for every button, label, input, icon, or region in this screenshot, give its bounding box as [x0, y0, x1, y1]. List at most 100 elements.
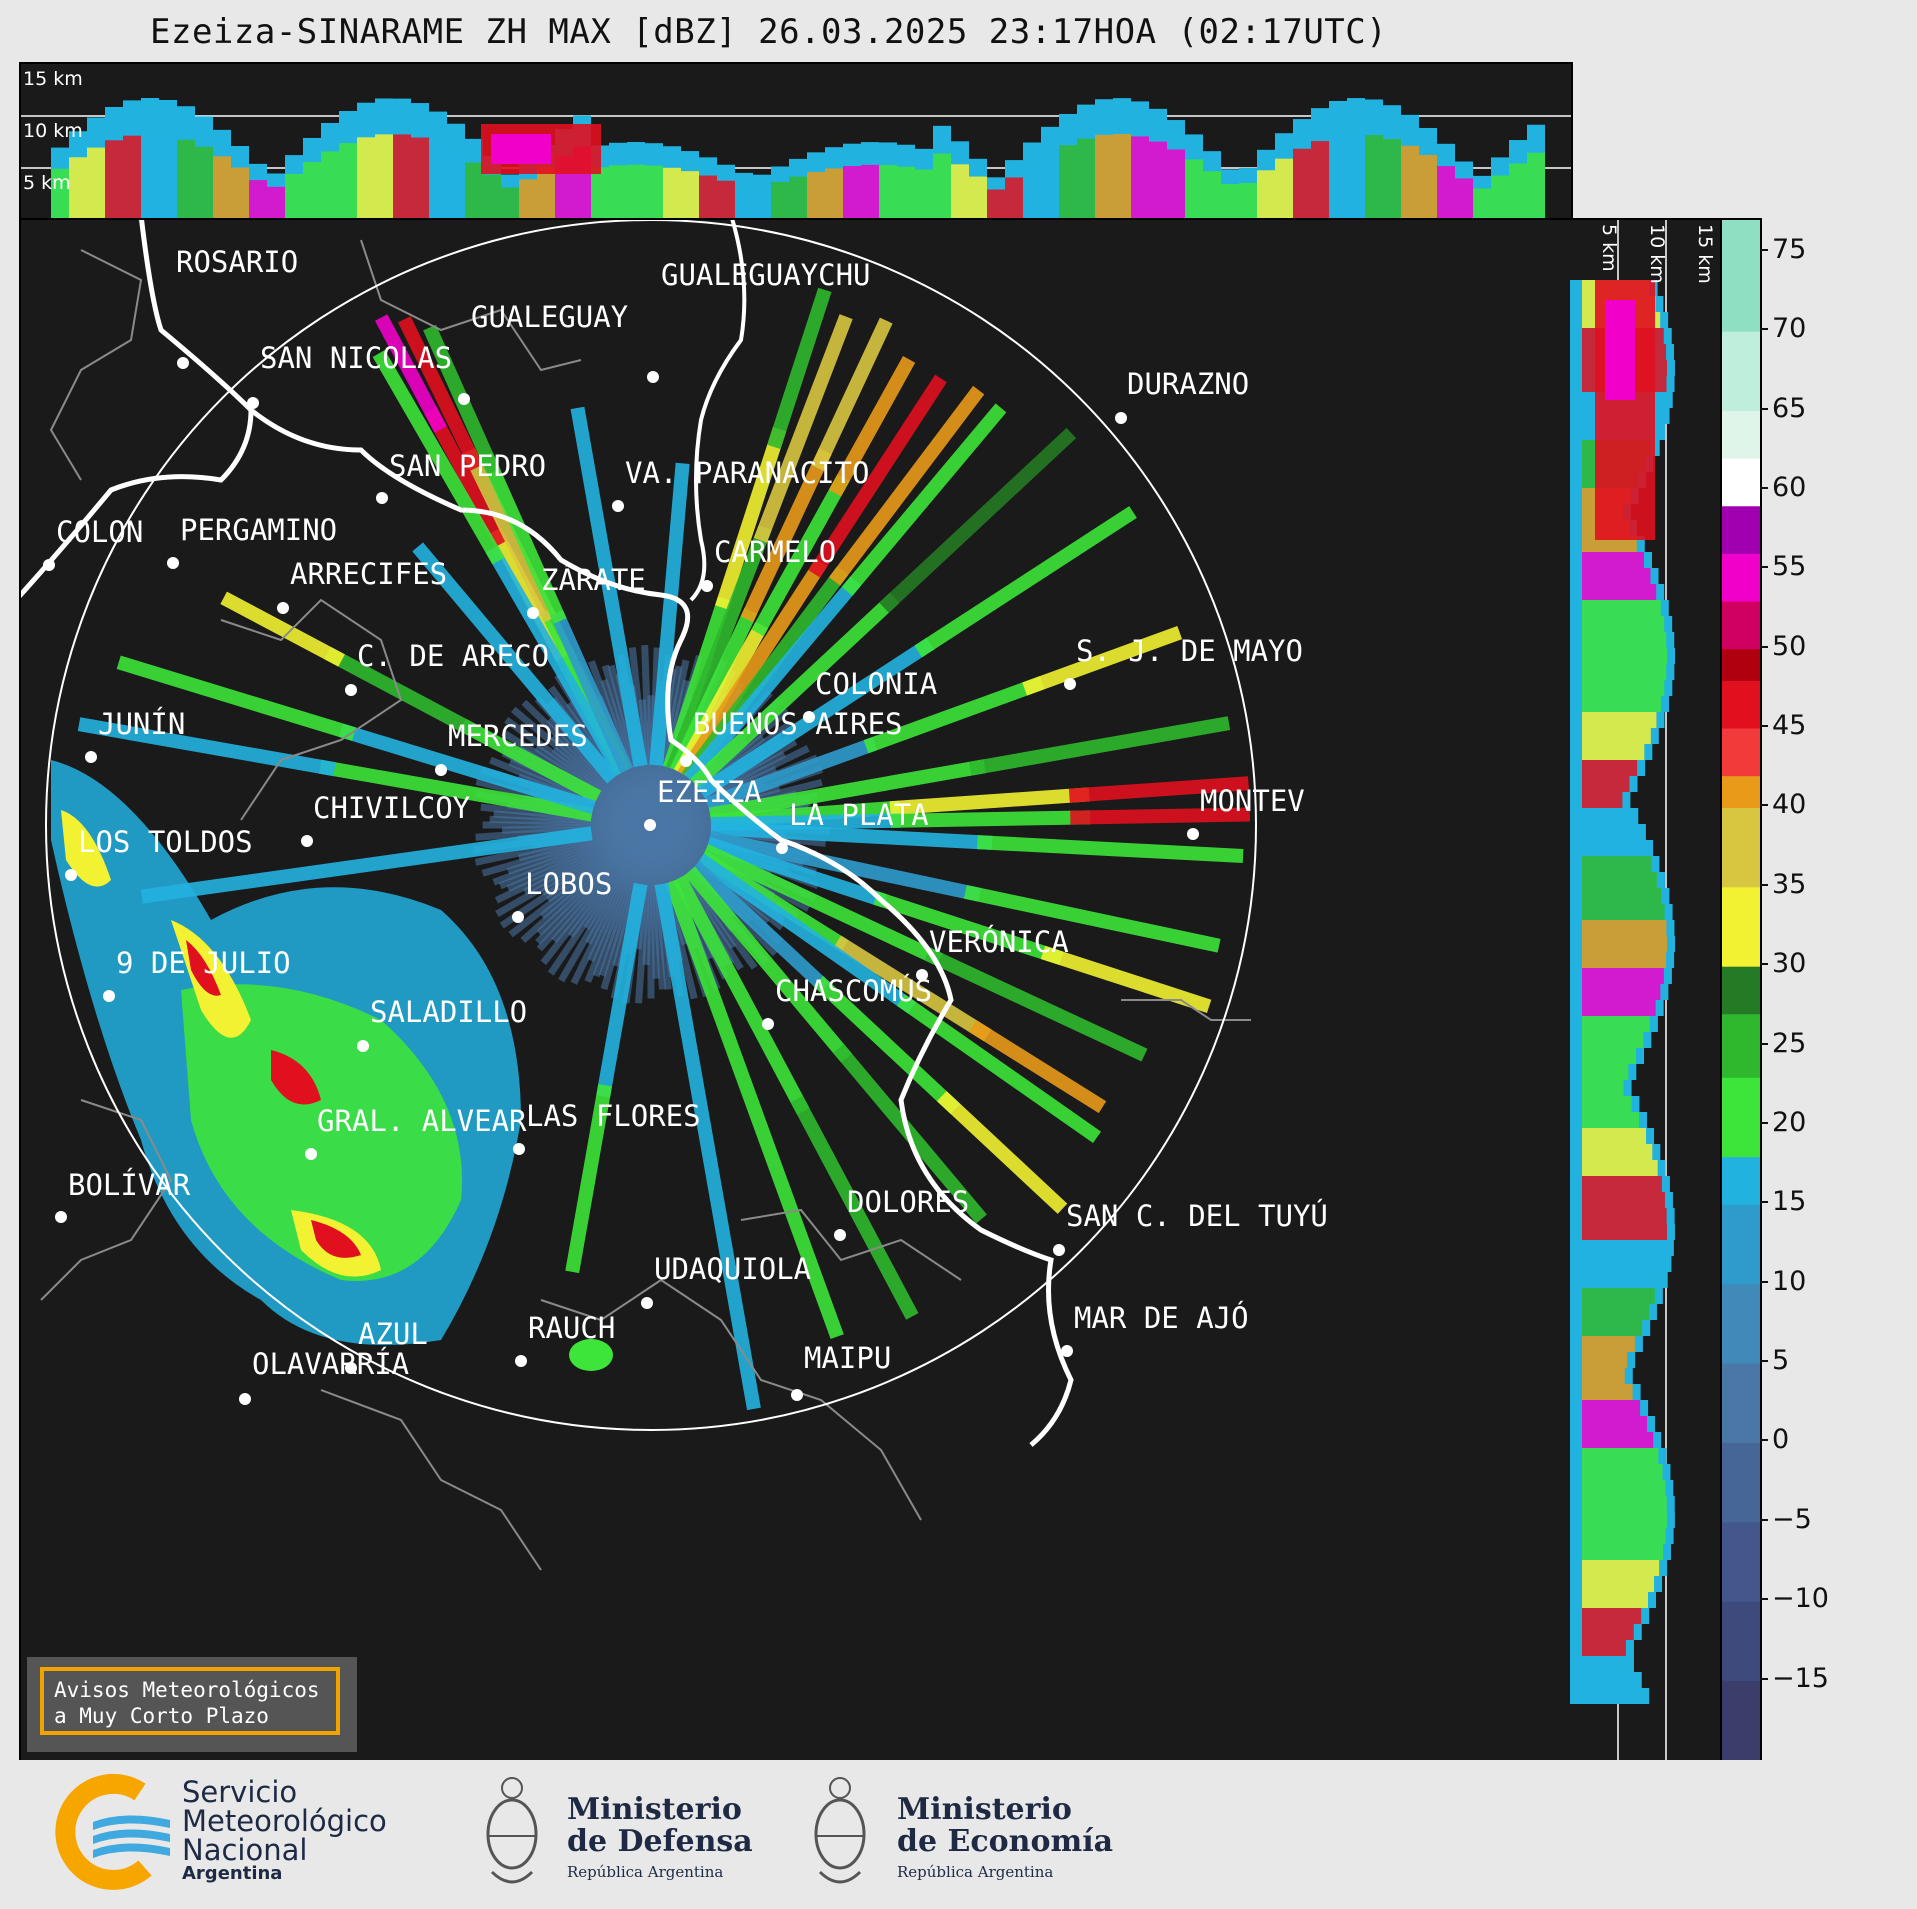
warning-box[interactable]: Avisos Meteorológicos a Muy Corto Plazo: [27, 1657, 357, 1752]
city-marker: [515, 1355, 527, 1367]
warning-box-inner[interactable]: Avisos Meteorológicos a Muy Corto Plazo: [40, 1667, 340, 1735]
city-marker: [458, 393, 470, 405]
city-marker: [1053, 1244, 1065, 1256]
colorbar-band: [1722, 728, 1760, 777]
colorbar-tick-label: 55: [1772, 551, 1807, 583]
colorbar-tickmark: [1760, 883, 1768, 886]
height-label-10km: 10 km: [23, 120, 83, 142]
city-label: LOBOS: [525, 867, 613, 901]
colorbar-tickmark: [1760, 486, 1768, 489]
city-label: ARRECIFES: [290, 557, 448, 591]
colorbar-band: [1722, 886, 1760, 967]
economia-line2: de Economía: [897, 1823, 1114, 1859]
storm-complex: [51, 760, 613, 1371]
city-label: VERÓNICA: [929, 925, 1069, 959]
colorbar-band: [1722, 410, 1760, 459]
city-label: VA. PARANACITO: [625, 456, 870, 490]
colorbar-tickmark: [1760, 248, 1768, 251]
city-marker: [345, 684, 357, 696]
radar-map-graphic: [21, 220, 1257, 1571]
city-marker: [612, 500, 624, 512]
colorbar-tickmark: [1760, 1042, 1768, 1045]
colorbar-tickmark: [1760, 804, 1768, 807]
city-label: SAN PEDRO: [389, 449, 547, 483]
province-boundaries: [40, 239, 1251, 1571]
colorbar-band: [1722, 505, 1760, 554]
defensa-line1: Ministerio: [567, 1792, 742, 1827]
colorbar-tick-label: 70: [1772, 313, 1807, 345]
height-label-5km: 5 km: [23, 172, 71, 194]
radar-range-ring: [45, 220, 1257, 1431]
colorbar-band: [1722, 775, 1760, 808]
colorbar-tick-label: 45: [1772, 710, 1807, 742]
city-label: GUALEGUAYCHU: [661, 258, 871, 292]
colorbar-tick-label: 15: [1772, 1186, 1807, 1218]
economia-coat-of-arms-icon: [814, 1777, 866, 1884]
city-label: EZEIZA: [657, 775, 762, 809]
colorbar-tick-label: −15: [1772, 1662, 1829, 1694]
smn-line4: Argentina: [182, 1863, 283, 1884]
city-label: SAN NICOLAS: [260, 341, 453, 375]
city-marker: [305, 1148, 317, 1160]
city-marker: [1064, 678, 1076, 690]
colorbar-band: [1722, 1204, 1760, 1285]
city-label: MAIPU: [804, 1341, 892, 1375]
side-height-label-15km: 15 km: [1694, 224, 1716, 284]
city-label: JUNÍN: [98, 707, 186, 741]
city-marker: [247, 397, 259, 409]
city-marker: [527, 607, 539, 619]
footer: Servicio Meteorológico Nacional Argentin…: [0, 1760, 1917, 1909]
city-label: LA PLATA: [789, 798, 929, 832]
colorbar-band: [1722, 966, 1760, 1015]
colorbar-tickmark: [1760, 1201, 1768, 1204]
colorbar-tick-label: 50: [1772, 630, 1807, 662]
colorbar-tick-label: 40: [1772, 789, 1807, 821]
city-label: COLON: [56, 515, 144, 549]
city-marker: [834, 1229, 846, 1241]
radar-map[interactable]: ROSARIO GUALEGUAYCHU GUALEGUAY SAN NICOLAS D…: [19, 218, 1573, 1762]
city-marker: [776, 842, 788, 854]
smn-line2: Meteorológico: [182, 1804, 387, 1838]
city-label: UDAQUIOLA: [654, 1252, 812, 1286]
colorbar-tickmark: [1760, 566, 1768, 569]
city-label: OLAVARRÍA: [252, 1347, 410, 1381]
warning-line-1: Avisos Meteorológicos: [54, 1678, 320, 1702]
defensa-line2: de Defensa: [567, 1823, 753, 1859]
city-marker: [345, 1362, 357, 1374]
city-marker: [301, 835, 313, 847]
colorbar-band: [1722, 1156, 1760, 1205]
city-label: SAN C. DEL TUYÚ: [1066, 1199, 1328, 1233]
colorbar-tick-label: 10: [1772, 1265, 1807, 1297]
colorbar-tickmark: [1760, 1518, 1768, 1521]
colorbar-band: [1722, 220, 1760, 332]
colorbar-band: [1722, 1283, 1760, 1364]
colorbar-tick-label: 25: [1772, 1027, 1807, 1059]
defensa-coat-of-arms-icon: [486, 1777, 538, 1884]
city-label: DURAZNO: [1127, 367, 1250, 401]
city-marker: [644, 819, 656, 831]
city-label: MERCEDES: [448, 719, 588, 753]
colorbar-tickmark: [1760, 407, 1768, 410]
city-label: MAR DE AJÓ: [1074, 1301, 1249, 1335]
city-marker: [435, 764, 447, 776]
side-profile-graphic: [1570, 220, 1675, 1760]
colorbar-tickmark: [1760, 1598, 1768, 1601]
city-marker: [680, 755, 692, 767]
top-vertical-profile-panel: 15 km 10 km 5 km: [19, 62, 1573, 220]
side-vertical-profile-panel: 5 km 10 km 15 km: [1570, 218, 1722, 1762]
colorbar-band: [1722, 648, 1760, 681]
city-label: LAS FLORES: [526, 1099, 701, 1133]
city-marker: [277, 602, 289, 614]
city-marker: [103, 990, 115, 1002]
defensa-subtitle: República Argentina: [567, 1863, 724, 1881]
city-marker: [513, 1143, 525, 1155]
map-title: Ezeiza-SINARAME ZH MAX [dBZ] 26.03.2025 …: [150, 12, 1388, 52]
colorbar-band: [1722, 680, 1760, 729]
colorbar-tickmark: [1760, 963, 1768, 966]
city-label: C. DE ARECO: [357, 639, 550, 673]
colorbar-tickmark: [1760, 1280, 1768, 1283]
height-label-15km: 15 km: [23, 68, 83, 90]
smn-line3: Nacional: [182, 1833, 308, 1867]
economia-title: Ministerio de Economía: [897, 1794, 1113, 1857]
city-label: SALADILLO: [370, 995, 528, 1029]
